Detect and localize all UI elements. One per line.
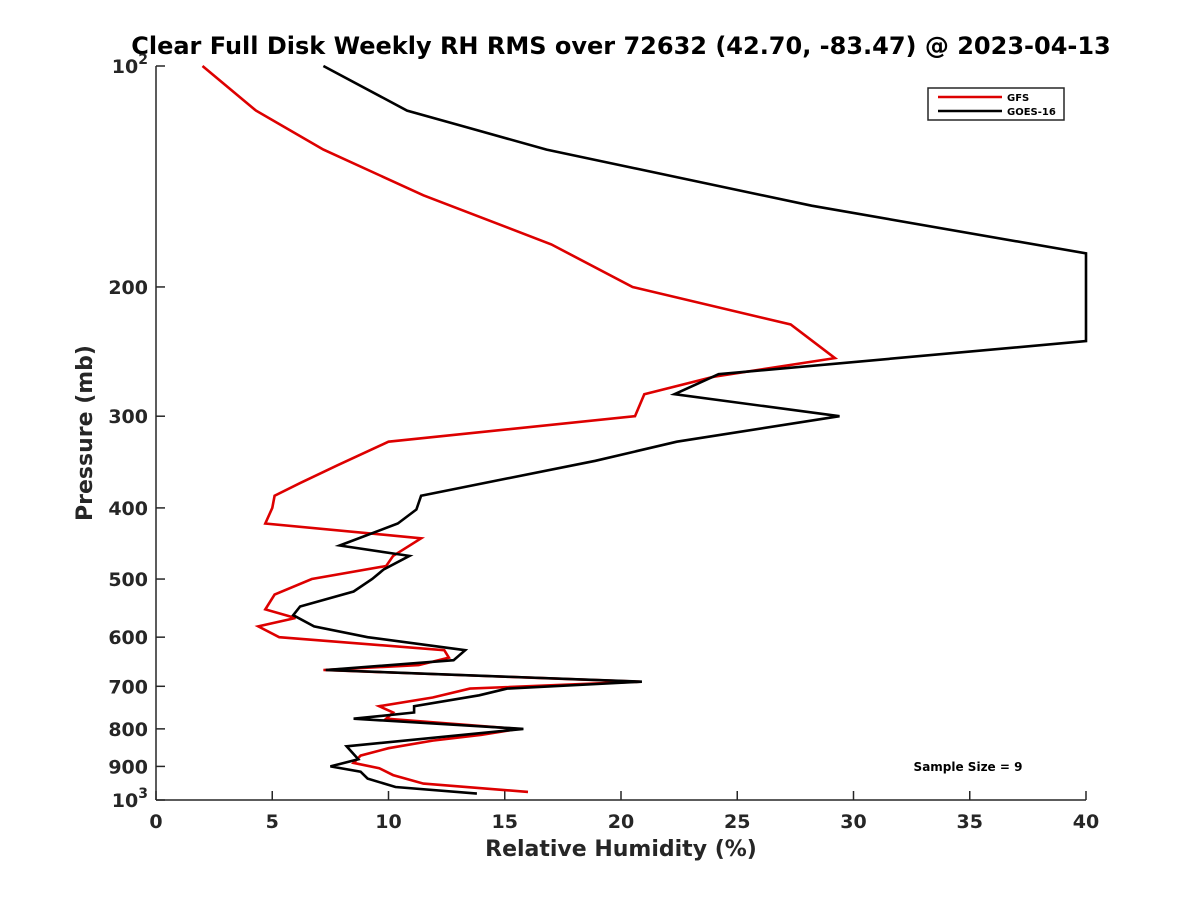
y-tick-label: 400 — [108, 498, 148, 520]
y-tick-label-base: 800 — [108, 719, 148, 741]
series-line-goes16 — [291, 64, 1088, 795]
x-tick-label: 0 — [149, 811, 162, 833]
y-tick-label-base: 300 — [108, 406, 148, 428]
y-tick-label: 103 — [112, 786, 148, 812]
y-tick-label: 700 — [108, 676, 148, 698]
legend-box — [927, 87, 1065, 121]
y-tick-label: 300 — [108, 406, 148, 428]
x-tick-label: 40 — [1073, 811, 1099, 833]
y-tick-label: 800 — [108, 719, 148, 741]
x-axis-label: Relative Humidity (%) — [485, 837, 757, 862]
legend: GFS GOES-16 — [927, 87, 1065, 121]
chart-title: Clear Full Disk Weekly RH RMS over 72632… — [131, 32, 1111, 60]
y-tick-label-base: 10 — [112, 56, 138, 78]
x-tick-label: 30 — [840, 811, 866, 833]
y-tick-label-base: 600 — [108, 627, 148, 649]
y-tick-label: 102 — [112, 52, 148, 78]
y-tick-label: 500 — [108, 569, 148, 591]
y-tick-label: 200 — [108, 277, 148, 299]
x-tick-label: 10 — [375, 811, 401, 833]
y-tick-label-base: 200 — [108, 277, 148, 299]
y-tick-label-base: 700 — [108, 676, 148, 698]
sample-size-annotation: Sample Size = 9 — [914, 760, 1023, 774]
x-tick-label: 5 — [266, 811, 279, 833]
legend-label-goes16: GOES-16 — [1007, 107, 1056, 118]
legend-label-gfs: GFS — [1007, 93, 1029, 104]
x-tick-label: 25 — [724, 811, 750, 833]
y-tick-label-base: 500 — [108, 569, 148, 591]
x-tick-label: 20 — [608, 811, 634, 833]
y-tick-label: 600 — [108, 627, 148, 649]
y-tick-label-base: 900 — [108, 756, 148, 778]
y-tick-label-base: 10 — [112, 790, 138, 812]
x-axis-ticks: 0 5 10 15 20 25 30 35 40 — [149, 791, 1099, 833]
x-tick-label: 35 — [957, 811, 983, 833]
series-layer — [201, 64, 1088, 795]
y-axis-label: Pressure (mb) — [73, 345, 98, 521]
y-tick-label-exponent: 2 — [138, 52, 148, 68]
series-line-gfs — [201, 65, 839, 794]
y-tick-label: 900 — [108, 756, 148, 778]
y-tick-label-exponent: 3 — [138, 786, 148, 802]
y-tick-label-base: 400 — [108, 498, 148, 520]
x-tick-label: 15 — [492, 811, 518, 833]
